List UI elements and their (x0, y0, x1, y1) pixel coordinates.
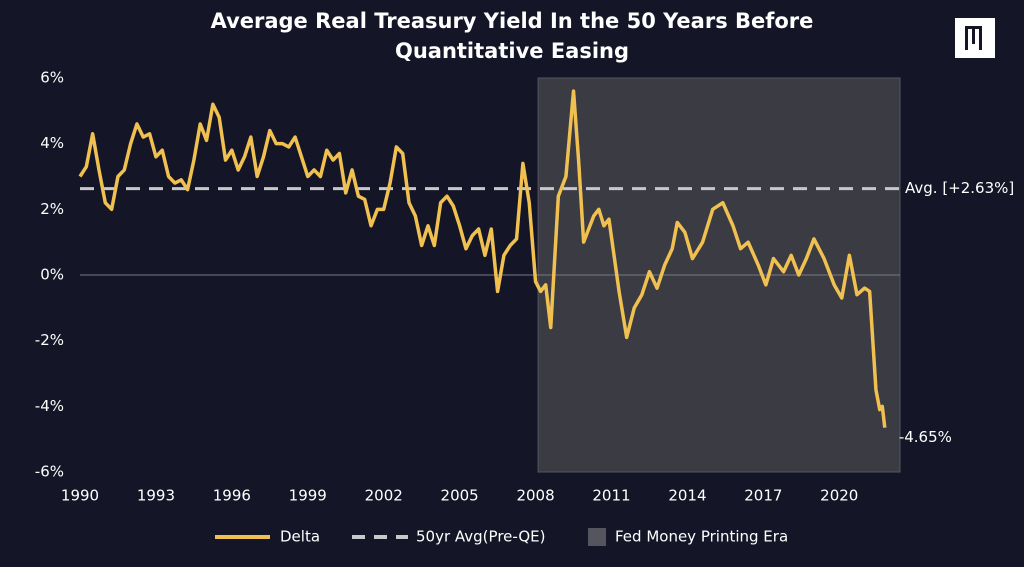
value-label: -4.65% (899, 428, 952, 446)
x-tick-label: 2008 (516, 487, 554, 505)
x-tick-label: 2017 (744, 487, 782, 505)
legend-label: Fed Money Printing Era (615, 528, 788, 546)
x-tick-label: 2002 (365, 487, 403, 505)
chart-title: Average Real Treasury Yield In the 50 Ye… (211, 9, 814, 33)
x-tick-label: 2005 (441, 487, 479, 505)
y-tick-label: -4% (35, 397, 64, 415)
y-tick-label: 4% (40, 134, 64, 152)
x-tick-label: 2011 (592, 487, 630, 505)
x-tick-label: 2020 (820, 487, 858, 505)
x-tick-label: 2014 (668, 487, 706, 505)
x-tick-label: 1996 (213, 487, 251, 505)
y-tick-label: 6% (40, 69, 64, 87)
y-tick-label: -6% (35, 463, 64, 481)
chart-subtitle: Quantitative Easing (395, 39, 629, 63)
legend-swatch (588, 528, 606, 546)
logo (955, 18, 995, 58)
data-line (78, 89, 887, 428)
legend-label: 50yr Avg(Pre-QE) (416, 528, 545, 546)
x-tick-label: 1999 (289, 487, 327, 505)
y-tick-label: -2% (35, 331, 64, 349)
legend-label: Delta (280, 528, 320, 546)
x-tick-label: 1990 (61, 487, 99, 505)
x-tick-label: 1993 (137, 487, 175, 505)
reference-label: Avg. [+2.63%] (905, 179, 1014, 197)
y-tick-label: 2% (40, 200, 64, 218)
y-tick-label: 0% (40, 266, 64, 284)
